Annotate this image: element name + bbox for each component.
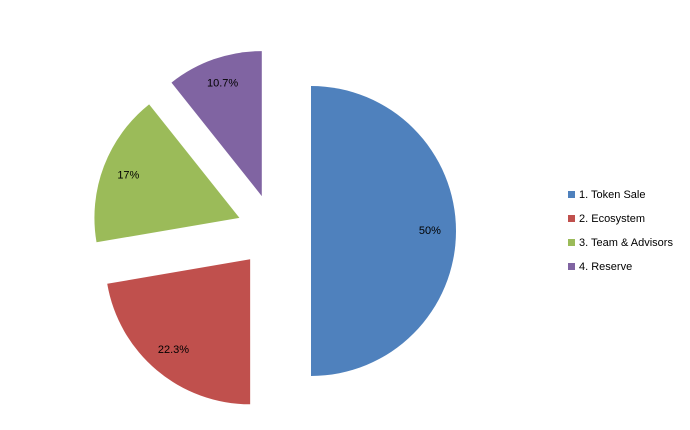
- legend-label: 2. Ecosystem: [579, 213, 645, 225]
- data-label: 10.7%: [207, 78, 238, 90]
- legend-swatch: [568, 239, 575, 246]
- legend-swatch: [568, 191, 575, 198]
- data-label: 50%: [419, 225, 441, 237]
- legend-swatch: [568, 215, 575, 222]
- data-label: 22.3%: [158, 344, 189, 356]
- legend-label: 1. Token Sale: [579, 189, 645, 201]
- legend-swatch: [568, 263, 575, 270]
- pie-slice: [107, 259, 251, 405]
- data-label: 17%: [117, 169, 139, 181]
- pie-slice: [171, 51, 262, 197]
- legend-label: 3. Team & Advisors: [579, 237, 673, 249]
- pie-slice: [311, 86, 456, 376]
- legend-label: 4. Reserve: [579, 261, 632, 273]
- pie-slice: [94, 104, 240, 243]
